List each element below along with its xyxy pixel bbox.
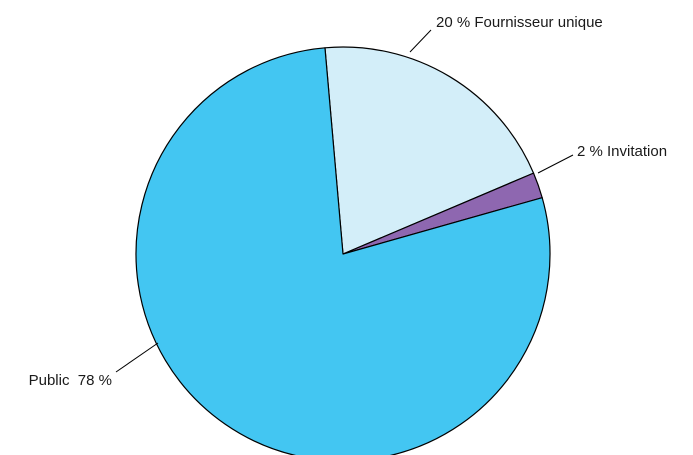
slice-labels: 20 % Fournisseur unique 2 % Invitation P… bbox=[29, 14, 667, 389]
slice-label-public: Public 78 % bbox=[29, 372, 112, 389]
leader-line-public bbox=[115, 342, 159, 373]
slice-label-fournisseur-unique: 20 % Fournisseur unique bbox=[436, 14, 603, 31]
pie-slice-public bbox=[135, 47, 551, 455]
leader-lines bbox=[115, 29, 574, 373]
leader-line-invitation bbox=[537, 154, 574, 174]
pie-slice-fournisseur-unique bbox=[324, 46, 535, 255]
leader-line-fournisseur-unique bbox=[409, 29, 432, 53]
slice-label-invitation: 2 % Invitation bbox=[577, 143, 667, 160]
pie-slices bbox=[135, 46, 551, 455]
